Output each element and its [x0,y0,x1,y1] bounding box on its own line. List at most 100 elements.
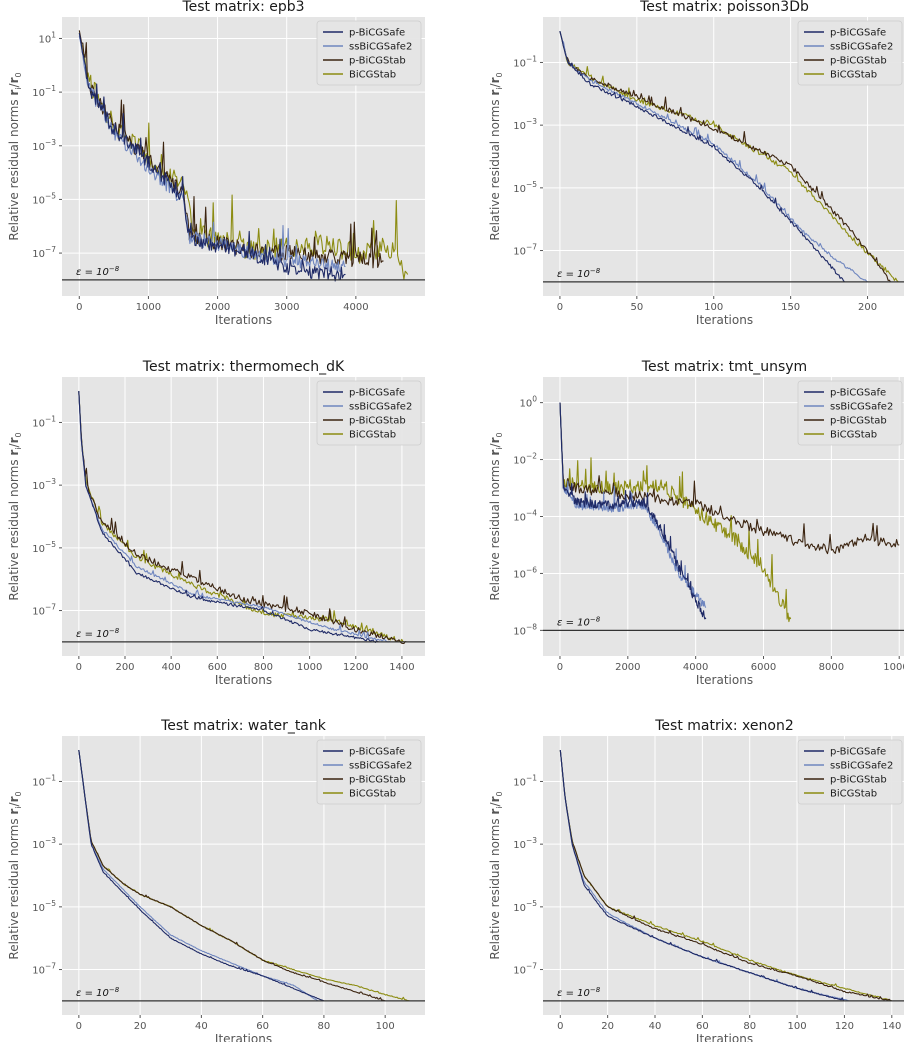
y-axis-label: Relative residual norms ri/r0 [488,72,504,240]
series-line-p-bicgsafe [559,750,845,1002]
x-axis-label: Iterations [696,313,753,327]
chart-title: Test matrix: epb3 [181,0,304,15]
x-tick-label: 80 [743,1021,756,1032]
series-group [559,402,900,623]
y-tick-label: 100 [519,395,537,410]
series-line-p-bicgsafe [78,33,346,282]
legend: p-BiCGSafe ssBiCGSafe2 p-BiCGStab BiCGStab [316,739,422,805]
series-line-ssbicgsafe2 [78,750,319,1002]
legend-box [797,739,903,805]
chart-title: Test matrix: poisson3Db [639,0,809,15]
y-tick-label: 10−7 [513,962,537,977]
x-tick-label: 150 [781,302,800,313]
x-tick-label: 1200 [343,662,368,673]
legend-label: BiCGStab [830,70,877,81]
chart-panel-3: ε = 10−8 0 200 400 600 800 1000 1200 1400 10−1 10−… [7,359,425,687]
x-tick-label: 100 [788,1021,807,1032]
series-line-p-bicgsafe [559,402,707,620]
series-line-p-bicgsafe [78,391,379,643]
legend-label: p-BiCGStab [349,775,406,786]
legend-label: ssBiCGSafe2 [349,761,412,772]
y-tick-label: 10−7 [32,245,56,260]
y-tick-label: 10−5 [32,540,56,555]
threshold-label: ε = 10−8 [557,615,601,628]
legend-label: BiCGStab [349,789,396,800]
y-tick-label: 10−3 [32,138,56,153]
y-tick-label: 10−5 [513,899,537,914]
legend-box [316,380,422,446]
y-tick-label: 10−1 [513,773,537,788]
x-tick-label: 2000 [205,302,230,313]
chart-panel-4: ε = 10−8 0 2000 4000 6000 8000 10000 100 10−2 10−… [488,359,904,687]
chart-panel-1: ε = 10−8 0 1000 2000 3000 4000 101 10−1 10−3 10−5… [7,0,425,327]
y-axis-label: Relative residual norms ri/r0 [7,432,23,600]
x-tick-label: 10000 [883,662,904,673]
threshold-label: ε = 10−8 [76,986,120,999]
legend-label: p-BiCGStab [349,416,406,427]
series-line-p-bicgsafe [559,30,845,283]
x-axis-label: Iterations [696,1032,753,1042]
x-tick-label: 0 [557,1021,563,1032]
y-tick-label: 10−5 [513,180,537,195]
series-line-p-bicgstab [559,30,892,283]
x-axis-label: Iterations [215,313,272,327]
legend: p-BiCGSafe ssBiCGSafe2 p-BiCGStab BiCGStab [797,739,903,805]
legend-label: p-BiCGStab [830,416,887,427]
legend-label: p-BiCGSafe [830,388,886,399]
x-axis-label: Iterations [696,673,753,687]
legend-label: p-BiCGSafe [349,388,405,399]
x-tick-label: 20 [134,1021,147,1032]
legend-label: p-BiCGSafe [349,747,405,758]
chart-title: Test matrix: thermomech_dK [142,359,345,375]
legend-label: BiCGStab [830,430,877,441]
y-tick-label: 10−4 [513,509,537,524]
chart-title: Test matrix: tmt_unsym [641,359,807,375]
y-tick-label: 10−1 [32,773,56,788]
threshold-label: ε = 10−8 [557,267,601,280]
x-tick-label: 0 [76,662,82,673]
legend: p-BiCGSafe ssBiCGSafe2 p-BiCGStab BiCGStab [797,20,903,86]
x-tick-label: 3000 [274,302,299,313]
x-tick-label: 140 [882,1021,901,1032]
y-tick-label: 10−5 [32,899,56,914]
x-tick-label: 40 [649,1021,662,1032]
y-tick-label: 10−5 [32,191,56,206]
y-axis-label: Relative residual norms ri/r0 [488,432,504,600]
x-tick-label: 8000 [819,662,844,673]
x-tick-label: 4000 [683,662,708,673]
series-line-p-bicgstab [78,391,407,645]
x-tick-label: 80 [318,1021,331,1032]
x-tick-label: 1000 [297,662,322,673]
y-tick-label: 10−3 [32,836,56,851]
x-axis-label: Iterations [215,1032,272,1042]
x-tick-label: 0 [76,302,82,313]
x-tick-label: 0 [557,662,563,673]
x-tick-label: 60 [696,1021,709,1032]
x-tick-label: 2000 [615,662,640,673]
x-axis-label: Iterations [215,673,272,687]
legend: p-BiCGSafe ssBiCGSafe2 p-BiCGStab BiCGStab [316,20,422,86]
series-group [78,391,407,645]
legend-label: p-BiCGSafe [830,28,886,39]
y-tick-label: 10−2 [513,452,537,467]
chart-panel-2: ε = 10−8 0 50 100 150 200 10−1 10−3 10−5 10−7 Test… [488,0,904,327]
chart-panel-5: ε = 10−8 0 20 40 60 80 100 10−1 10−3 10−5 10−7 Test… [7,718,425,1042]
x-tick-label: 800 [254,662,273,673]
legend-box [797,20,903,86]
y-tick-label: 10−3 [32,477,56,492]
y-tick-label: 10−6 [513,565,537,580]
x-tick-label: 50 [630,302,643,313]
x-tick-label: 40 [195,1021,208,1032]
x-tick-label: 20 [601,1021,614,1032]
legend: p-BiCGSafe ssBiCGSafe2 p-BiCGStab BiCGStab [797,380,903,446]
legend-label: BiCGStab [349,430,396,441]
chart-title: Test matrix: water_tank [160,718,327,734]
x-tick-label: 100 [704,302,723,313]
y-axis-label: Relative residual norms ri/r0 [7,72,23,240]
y-tick-label: 10−7 [513,243,537,258]
series-group [78,750,410,1002]
series-line-ssbicgsafe2 [78,391,391,643]
x-tick-label: 60 [256,1021,269,1032]
threshold-label: ε = 10−8 [557,986,601,999]
